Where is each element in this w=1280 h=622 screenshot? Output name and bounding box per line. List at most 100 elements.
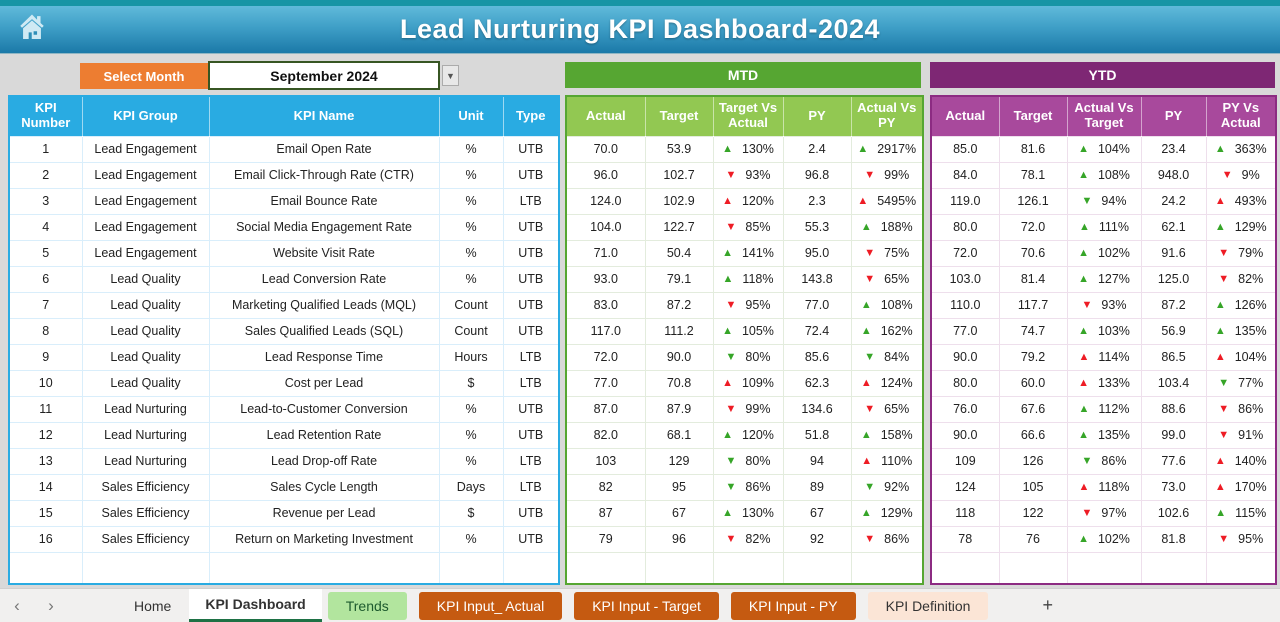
kpi-type-cell: UTB [503, 213, 560, 240]
mtd-actual-vs-py-cell: ▲ 2917% [851, 135, 924, 162]
month-select[interactable]: September 2024 [208, 61, 440, 90]
kpi-info-row: 12 Lead Nurturing Lead Retention Rate% UTB [9, 421, 560, 448]
kpi-name-cell: Social Media Engagement Rate [209, 213, 440, 240]
compare-value: 104% [1097, 142, 1130, 156]
kpi-group-cell: Lead Quality [82, 265, 210, 292]
sheet-tab-bar: ‹ › Home KPI Dashboard Trends KPI Input_ Ac… [0, 588, 1280, 622]
tab-kpi-dashboard[interactable]: KPI Dashboard [189, 589, 322, 622]
kpi-info-row: 1 Lead Engagement Email Open Rate% UTB [9, 135, 560, 162]
ytd-actual-vs-target-cell: ▲ 133% [1067, 369, 1142, 396]
arrow-down-red-icon: ▼ [1081, 506, 1093, 519]
ytd-row: 76.0 67.6 ▲ 112% 88.6 ▼ 86% [931, 395, 1277, 422]
arrow-up-red-icon: ▲ [857, 194, 869, 207]
arrow-up-green-icon: ▲ [1078, 220, 1090, 233]
ytd-row: 78 76 ▲ 102% 81.8 ▼ 95% [931, 525, 1277, 552]
ytd-row: 103.0 81.4 ▲ 127% 125.0 ▼ 82% [931, 265, 1277, 292]
mtd-target-vs-actual-cell: ▲ 118% [713, 265, 784, 292]
arrow-down-red-icon: ▼ [725, 168, 737, 181]
tab-kpi-input-py[interactable]: KPI Input - PY [730, 591, 856, 620]
mtd-row: 87 67 ▲ 130% 67 ▲ 129% [566, 499, 924, 526]
tab-kpi-definition[interactable]: KPI Definition [867, 591, 989, 620]
arrow-up-green-icon: ▲ [860, 428, 872, 441]
arrow-up-green-icon: ▲ [722, 246, 733, 259]
tab-trends[interactable]: Trends [327, 591, 407, 620]
ytd-target-cell: 60.0 [999, 369, 1068, 396]
mtd-actual-cell: 71.0 [566, 239, 646, 266]
month-dropdown-arrow-icon[interactable]: ▼ [442, 65, 459, 86]
mtd-target-vs-actual-cell: ▲ 120% [713, 187, 784, 214]
ytd-py-cell: 99.0 [1141, 421, 1207, 448]
arrow-down-green-icon: ▼ [1218, 376, 1230, 389]
ytd-actual-vs-target-cell: ▲ 114% [1067, 343, 1142, 370]
ytd-target-cell: 105 [999, 473, 1068, 500]
ytd-row: 118 122 ▼ 97% 102.6 ▲ 115% [931, 499, 1277, 526]
kpi-group-cell: Lead Quality [82, 291, 210, 318]
compare-value: 118% [1098, 480, 1130, 494]
kpi-type-cell: UTB [503, 135, 560, 162]
ytd-py-vs-actual-cell: ▼ 9% [1206, 161, 1277, 188]
tab-kpi-input-target[interactable]: KPI Input - Target [574, 591, 719, 620]
home-button[interactable] [14, 13, 50, 47]
ytd-py-cell: 73.0 [1141, 473, 1207, 500]
kpi-type-cell: UTB [503, 265, 560, 292]
kpi-type-cell: UTB [503, 239, 560, 266]
kpi-type-cell: LTB [503, 473, 560, 500]
ytd-row: 80.0 72.0 ▲ 111% 62.1 ▲ 129% [931, 213, 1277, 240]
compare-value: 124% [880, 376, 913, 390]
kpi-type-cell: LTB [503, 343, 560, 370]
kpi-type-cell: LTB [503, 187, 560, 214]
mtd-row: 117.0 111.2 ▲ 105% 72.4 ▲ 162% [566, 317, 924, 344]
ytd-actual-vs-target-cell: ▲ 102% [1067, 525, 1142, 552]
ytd-row: 90.0 66.6 ▲ 135% 99.0 ▼ 91% [931, 421, 1277, 448]
ytd-py-cell: 102.6 [1141, 499, 1207, 526]
mtd-actual-vs-py-cell: ▼ 99% [851, 161, 924, 188]
ytd-target-cell: 72.0 [999, 213, 1068, 240]
col-header-mtd-actual: Actual [566, 96, 646, 136]
compare-value: 2917% [877, 142, 917, 156]
arrow-up-green-icon: ▲ [1214, 142, 1226, 155]
kpi-type-cell: UTB [503, 161, 560, 188]
kpi-group-cell: Lead Quality [82, 343, 210, 370]
kpi-info-row: 13 Lead Nurturing Lead Drop-off Rate% LTB [9, 447, 560, 474]
ytd-actual-cell: 85.0 [931, 135, 1000, 162]
compare-value: 93% [745, 168, 771, 182]
ytd-actual-vs-target-cell: ▼ 93% [1067, 291, 1142, 318]
ytd-target-cell: 70.6 [999, 239, 1068, 266]
mtd-row: 93.0 79.1 ▲ 118% 143.8 ▼ 65% [566, 265, 924, 292]
ytd-actual-cell: 80.0 [931, 369, 1000, 396]
mtd-actual-vs-py-cell: ▼ 65% [851, 265, 924, 292]
tab-home[interactable]: Home [134, 597, 172, 614]
kpi-unit-cell: Days [439, 473, 504, 500]
kpi-name-cell: Lead Drop-off Rate [209, 447, 440, 474]
mtd-row: 82.0 68.1 ▲ 120% 51.8 ▲ 158% [566, 421, 924, 448]
kpi-number-cell: 14 [9, 473, 83, 500]
kpi-name-cell: Lead Response Time [209, 343, 440, 370]
arrow-down-red-icon: ▼ [1218, 402, 1230, 415]
compare-value: 80% [745, 454, 771, 468]
kpi-unit-cell: $ [439, 369, 504, 396]
kpi-group-cell: Lead Engagement [82, 135, 210, 162]
kpi-group-cell: Lead Quality [82, 369, 210, 396]
mtd-target-vs-actual-cell: ▼ 82% [713, 525, 784, 552]
mtd-actual-vs-py-cell: ▲ 110% [851, 447, 924, 474]
empty-cell [783, 551, 852, 584]
tab-scroll-left-icon[interactable]: ‹ [14, 595, 20, 615]
compare-value: 162% [880, 324, 913, 338]
mtd-actual-cell: 83.0 [566, 291, 646, 318]
arrow-down-red-icon: ▼ [864, 402, 876, 415]
mtd-actual-vs-py-cell: ▲ 162% [851, 317, 924, 344]
kpi-type-cell: LTB [503, 369, 560, 396]
ytd-row: 84.0 78.1 ▲ 108% 948.0 ▼ 9% [931, 161, 1277, 188]
tab-kpi-input-actual[interactable]: KPI Input_ Actual [418, 591, 563, 620]
mtd-py-cell: 67 [783, 499, 852, 526]
compare-value: 111% [1098, 220, 1129, 234]
col-header-unit: Unit [439, 96, 504, 136]
mtd-header-row: Actual Target Target Vs Actual PY Actual… [566, 96, 924, 136]
kpi-group-cell: Lead Nurturing [82, 421, 210, 448]
arrow-up-green-icon: ▲ [722, 272, 734, 285]
mtd-actual-vs-py-cell: ▲ 158% [851, 421, 924, 448]
tab-scroll-right-icon[interactable]: › [48, 595, 54, 615]
ytd-py-cell: 103.4 [1141, 369, 1207, 396]
mtd-row: 70.0 53.9 ▲ 130% 2.4 ▲ 2917% [566, 135, 924, 162]
add-sheet-button[interactable]: + [1042, 595, 1053, 615]
